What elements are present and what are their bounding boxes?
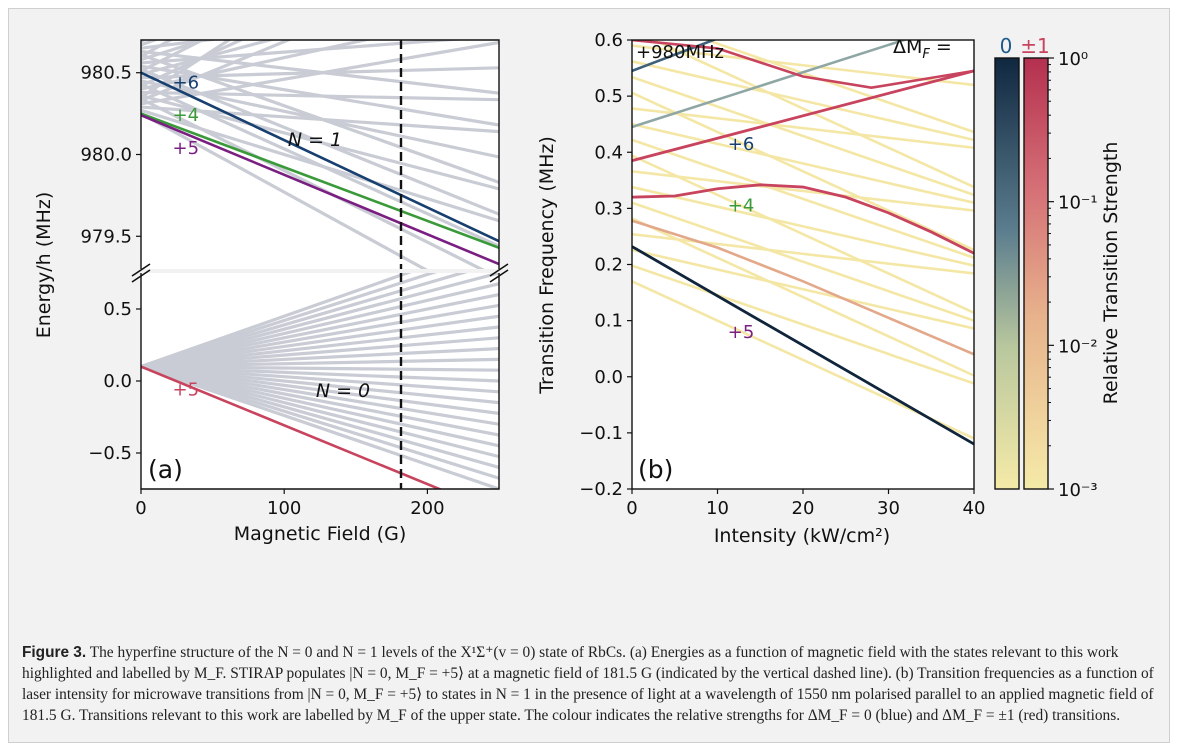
x-tick-label: 0 xyxy=(135,498,146,519)
y-tick-label: 0.1 xyxy=(594,311,623,332)
x-tick-label: 20 xyxy=(792,498,815,519)
colorbar-tick-label: 10⁰ xyxy=(1058,49,1088,70)
series-label-mfp6: +6 xyxy=(728,134,755,155)
y-tick-label: 0.5 xyxy=(594,86,623,107)
series-label-mfp5: +5 xyxy=(173,138,200,159)
series-label-mfp4: +4 xyxy=(728,196,755,217)
y-tick-label: 0.2 xyxy=(594,255,623,276)
x-tick-label: 40 xyxy=(963,498,986,519)
series-label-mfp6: +6 xyxy=(173,73,200,94)
x-tick-label: 100 xyxy=(267,498,301,519)
background-state-line xyxy=(141,0,499,42)
panel-b-offset-label: +980MHz xyxy=(636,42,724,63)
x-tick-label: 30 xyxy=(877,498,900,519)
panel-a-region-label-n1: N = 1 xyxy=(288,129,342,151)
panel-b-ylabel: Transition Frequency (MHz) xyxy=(536,136,558,395)
colorbar-tick-label: 10⁻¹ xyxy=(1058,193,1098,214)
y-tick-label: 0.0 xyxy=(594,367,623,388)
y-tick-label: 979.5 xyxy=(80,226,132,247)
caption-figure-label: Figure 3. xyxy=(22,644,86,661)
panel-a-ylabel: Energy/h (MHz) xyxy=(33,192,55,338)
y-tick-label: 980.0 xyxy=(80,145,132,166)
y-tick-label: 0.4 xyxy=(594,142,623,163)
panel-b-xlabel: Intensity (kW/cm²) xyxy=(714,525,890,547)
y-tick-label: 0.5 xyxy=(103,299,132,320)
colorbar-legend-item-pm1: ±1 xyxy=(1020,34,1049,58)
x-tick-label: 0 xyxy=(626,498,637,519)
x-tick-label: 10 xyxy=(706,498,729,519)
y-tick-label: −0.2 xyxy=(579,479,623,500)
panel-b-label: (b) xyxy=(638,455,673,484)
colorbar-blue xyxy=(995,58,1019,489)
figure-canvas: +6+4+5+5 0 100 200979.5980.0980.5−0.50.00.… xyxy=(0,0,1182,640)
panel-a-region-label-n0: N = 0 xyxy=(316,380,370,402)
y-tick-label: −0.5 xyxy=(88,443,132,464)
panel-a-xlabel: Magnetic Field (G) xyxy=(234,523,406,545)
y-tick-label: −0.1 xyxy=(579,423,623,444)
colorbar-label: Relative Transition Strength xyxy=(1100,142,1122,405)
x-tick-label: 200 xyxy=(410,498,444,519)
panel-b: +6 +4 +5 0 10 20 30 40 −0.2 −0.1 0.0 0.1 0.2 0.3 0.4 0… xyxy=(536,14,985,547)
figure-caption: Figure 3. The hyperfine structure of the… xyxy=(22,642,1157,726)
y-tick-label: 0.3 xyxy=(594,198,623,219)
colorbar-legend-item-0: 0 xyxy=(1000,34,1013,58)
series-label-mfp4: +4 xyxy=(173,105,200,126)
colorbar-tick-label: 10⁻³ xyxy=(1058,480,1098,501)
y-tick-label: 980.5 xyxy=(80,63,132,84)
y-tick-label: 0.0 xyxy=(103,371,132,392)
series-label-mfp5: +5 xyxy=(173,380,200,401)
panel-a-label: (a) xyxy=(148,455,183,484)
caption-text: The hyperfine structure of the N = 0 and… xyxy=(22,644,1154,724)
background-state-line xyxy=(141,0,499,45)
colorbar-tick-label: 10⁻² xyxy=(1058,336,1098,357)
y-tick-label: 0.6 xyxy=(594,30,623,51)
panel-a: +6 +4 +5 +5 0 100 200 979.5 980.0 980.5 −0.5 0.0 0.… xyxy=(33,0,508,545)
colorbar-red xyxy=(1024,58,1048,489)
series-label-mfp5: +5 xyxy=(728,322,755,343)
